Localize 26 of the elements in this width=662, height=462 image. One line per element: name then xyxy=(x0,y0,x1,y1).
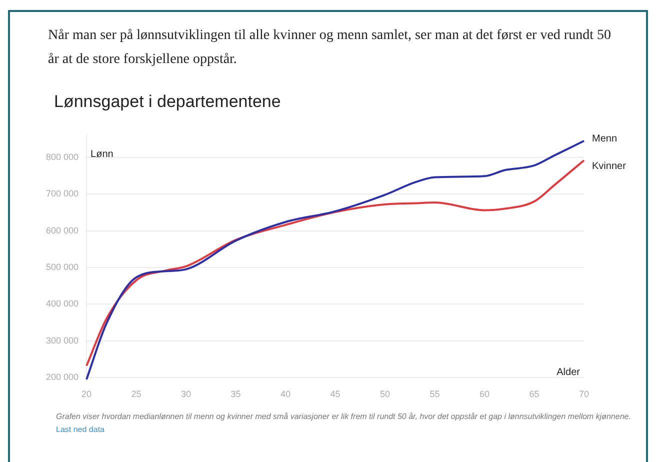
x-axis-title: Alder xyxy=(556,366,581,378)
x-tick-label: 45 xyxy=(330,389,340,400)
text: Last ned data xyxy=(56,425,106,435)
x-tick-label: 55 xyxy=(430,389,440,400)
x-tick-label: 25 xyxy=(131,389,142,400)
y-axis-title: Lønn xyxy=(90,149,114,160)
text: Grafen viser hvordan medianlønnen til menn og kvinner med små variasjoner er lik frem til rundt 50 år, hvor det oppstår et gap i lønnsutviklingen mellom kjønnene. xyxy=(56,412,632,422)
x-tick-label: 30 xyxy=(181,389,192,400)
series-label: Menn xyxy=(592,134,618,145)
y-tick-label: 800 000 xyxy=(46,152,79,162)
x-tick-label: 65 xyxy=(529,389,540,400)
y-tick-label: 600 000 xyxy=(46,225,79,236)
y-tick-label: 500 000 xyxy=(46,262,79,272)
series-label: Kvinner xyxy=(592,161,627,172)
x-tick-label: 35 xyxy=(230,389,241,400)
y-tick-label: 400 000 xyxy=(46,298,79,309)
y-tick-label: 300 000 xyxy=(46,335,79,346)
y-tick-label: 200 000 xyxy=(46,372,79,382)
y-tick-label: 700 000 xyxy=(46,188,79,199)
x-tick-label: 60 xyxy=(480,389,490,400)
chart-title: Lønnsgapet i departementene xyxy=(54,92,281,112)
x-tick-label: 20 xyxy=(82,389,92,400)
x-tick-label: 70 xyxy=(578,389,590,400)
x-tick-label: 40 xyxy=(280,389,291,400)
chart-subtitle: Når man ser på lønnsutviklingen til alle kvinner og menn samlet, ser man at det først er ved rundt 50 år at de store forskjellene oppstår. xyxy=(48,27,612,69)
x-tick-label: 50 xyxy=(380,389,390,400)
